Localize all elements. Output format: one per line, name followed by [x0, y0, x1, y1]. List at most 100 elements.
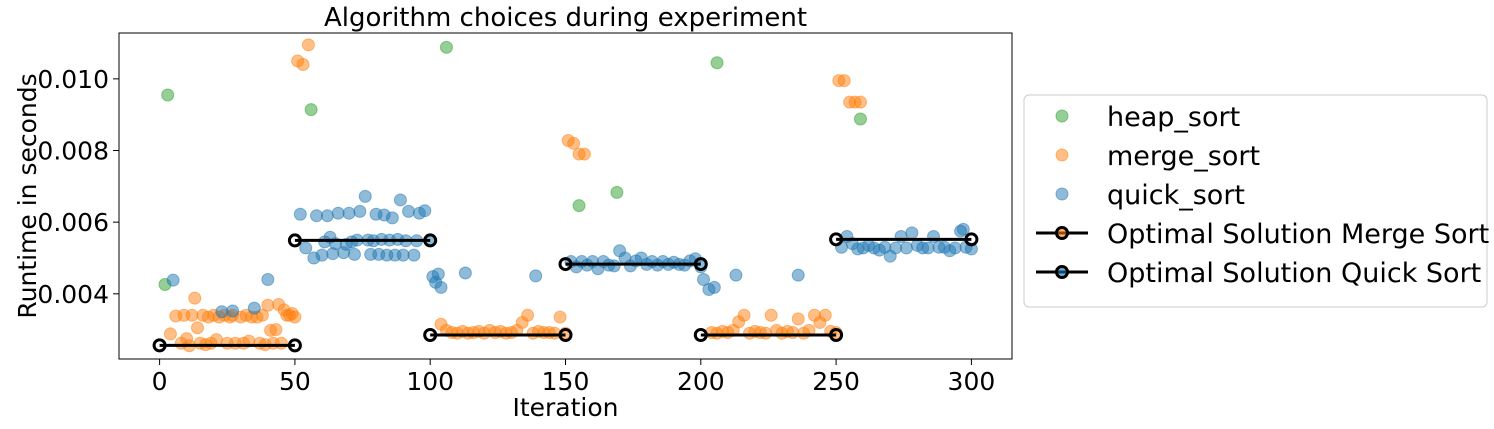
data-point [274, 336, 288, 350]
data-point [791, 268, 805, 282]
optimal-endpoint-marker [558, 327, 573, 342]
data-point [607, 259, 621, 273]
data-point [315, 248, 329, 262]
data-point [697, 272, 711, 286]
legend-entry: merge_sort [1055, 141, 1260, 172]
data-point [269, 323, 283, 337]
data-point [301, 38, 315, 52]
data-point [567, 136, 581, 150]
optimal-endpoint-marker [558, 257, 573, 272]
optimal-endpoint-marker [829, 232, 844, 247]
data-point [163, 327, 177, 341]
data-point [161, 88, 175, 102]
data-point [255, 308, 269, 322]
data-point [226, 304, 240, 318]
legend-label: merge_sort [1107, 141, 1260, 172]
data-point [553, 310, 567, 324]
data-point [320, 209, 334, 223]
optimal-endpoint-marker [964, 232, 979, 247]
data-point [853, 95, 867, 109]
legend-marker [1055, 187, 1069, 201]
data-point [247, 301, 261, 315]
data-point [310, 209, 324, 223]
x-tick-label: 50 [279, 367, 311, 396]
data-point [331, 206, 345, 220]
data-point [899, 241, 913, 255]
data-point [889, 241, 903, 255]
data-point [385, 211, 399, 225]
x-axis: 0 50 100 150 200 250 300 [152, 359, 996, 396]
legend-label: heap_sort [1107, 102, 1240, 133]
legend-label: quick_sort [1107, 180, 1245, 211]
data-point [166, 273, 180, 287]
y-tick-label: 0.006 [37, 208, 109, 237]
optimal-endpoint-marker [423, 327, 438, 342]
series-quick_sort [166, 189, 978, 319]
data-point [293, 207, 307, 221]
data-point [288, 310, 302, 324]
data-point [439, 40, 453, 54]
optimal-endpoint-marker [829, 327, 844, 342]
chart-title: Algorithm choices during experiment [324, 3, 807, 33]
data-point [188, 291, 202, 305]
data-point [521, 308, 535, 322]
x-tick-label: 0 [152, 367, 168, 396]
data-point [729, 268, 743, 282]
legend-entry: quick_sort [1055, 180, 1245, 211]
data-point [577, 147, 591, 161]
optimal-endpoint-marker [693, 327, 708, 342]
data-point [818, 308, 832, 322]
x-tick-label: 250 [812, 367, 860, 396]
data-point [407, 248, 421, 262]
data-point [358, 189, 372, 203]
data-point [572, 199, 586, 213]
x-axis-title: Iteration [512, 393, 618, 422]
optimal-endpoint-marker [152, 338, 167, 353]
data-point [921, 241, 935, 255]
legend-box [1023, 94, 1488, 308]
line-series [152, 327, 844, 353]
x-tick-label: 150 [542, 367, 590, 396]
data-point [185, 308, 199, 322]
legend-entry: heap_sort [1055, 102, 1240, 133]
data-point [353, 204, 367, 218]
data-point [215, 305, 229, 319]
data-point [431, 267, 445, 281]
data-point [786, 325, 800, 339]
data-point [342, 206, 356, 220]
optimal-endpoint-marker [423, 233, 438, 248]
data-point [396, 248, 410, 262]
legend-marker [1055, 226, 1069, 240]
data-point [759, 326, 773, 340]
legend: heap_sort merge_sort quick_sort Optimal Sol… [1023, 94, 1489, 308]
data-point [209, 333, 223, 347]
line-series [287, 232, 979, 272]
data-point [948, 241, 962, 255]
data-point [791, 312, 805, 326]
data-point [764, 308, 778, 322]
data-point [529, 269, 543, 283]
x-tick-label: 200 [677, 367, 725, 396]
data-point [299, 241, 313, 255]
data-point [707, 280, 721, 294]
data-point [261, 272, 275, 286]
data-point [458, 266, 472, 280]
y-tick-label: 0.004 [37, 280, 109, 309]
data-point [853, 112, 867, 126]
x-tick-label: 300 [948, 367, 996, 396]
data-point [261, 298, 275, 312]
data-point [296, 58, 310, 72]
data-point [737, 308, 751, 322]
data-point [610, 185, 624, 199]
optimal-endpoint-marker [693, 257, 708, 272]
legend-entry: Optimal Solution Merge Sort [1036, 219, 1489, 250]
data-point [964, 242, 978, 256]
data-point [190, 321, 204, 335]
optimal-endpoint-marker [287, 233, 302, 248]
x-tick-label: 100 [406, 367, 454, 396]
legend-label: Optimal Solution Quick Sort [1107, 258, 1481, 289]
data-point [393, 193, 407, 207]
legend-entry: Optimal Solution Quick Sort [1036, 258, 1481, 289]
data-point [418, 204, 432, 218]
